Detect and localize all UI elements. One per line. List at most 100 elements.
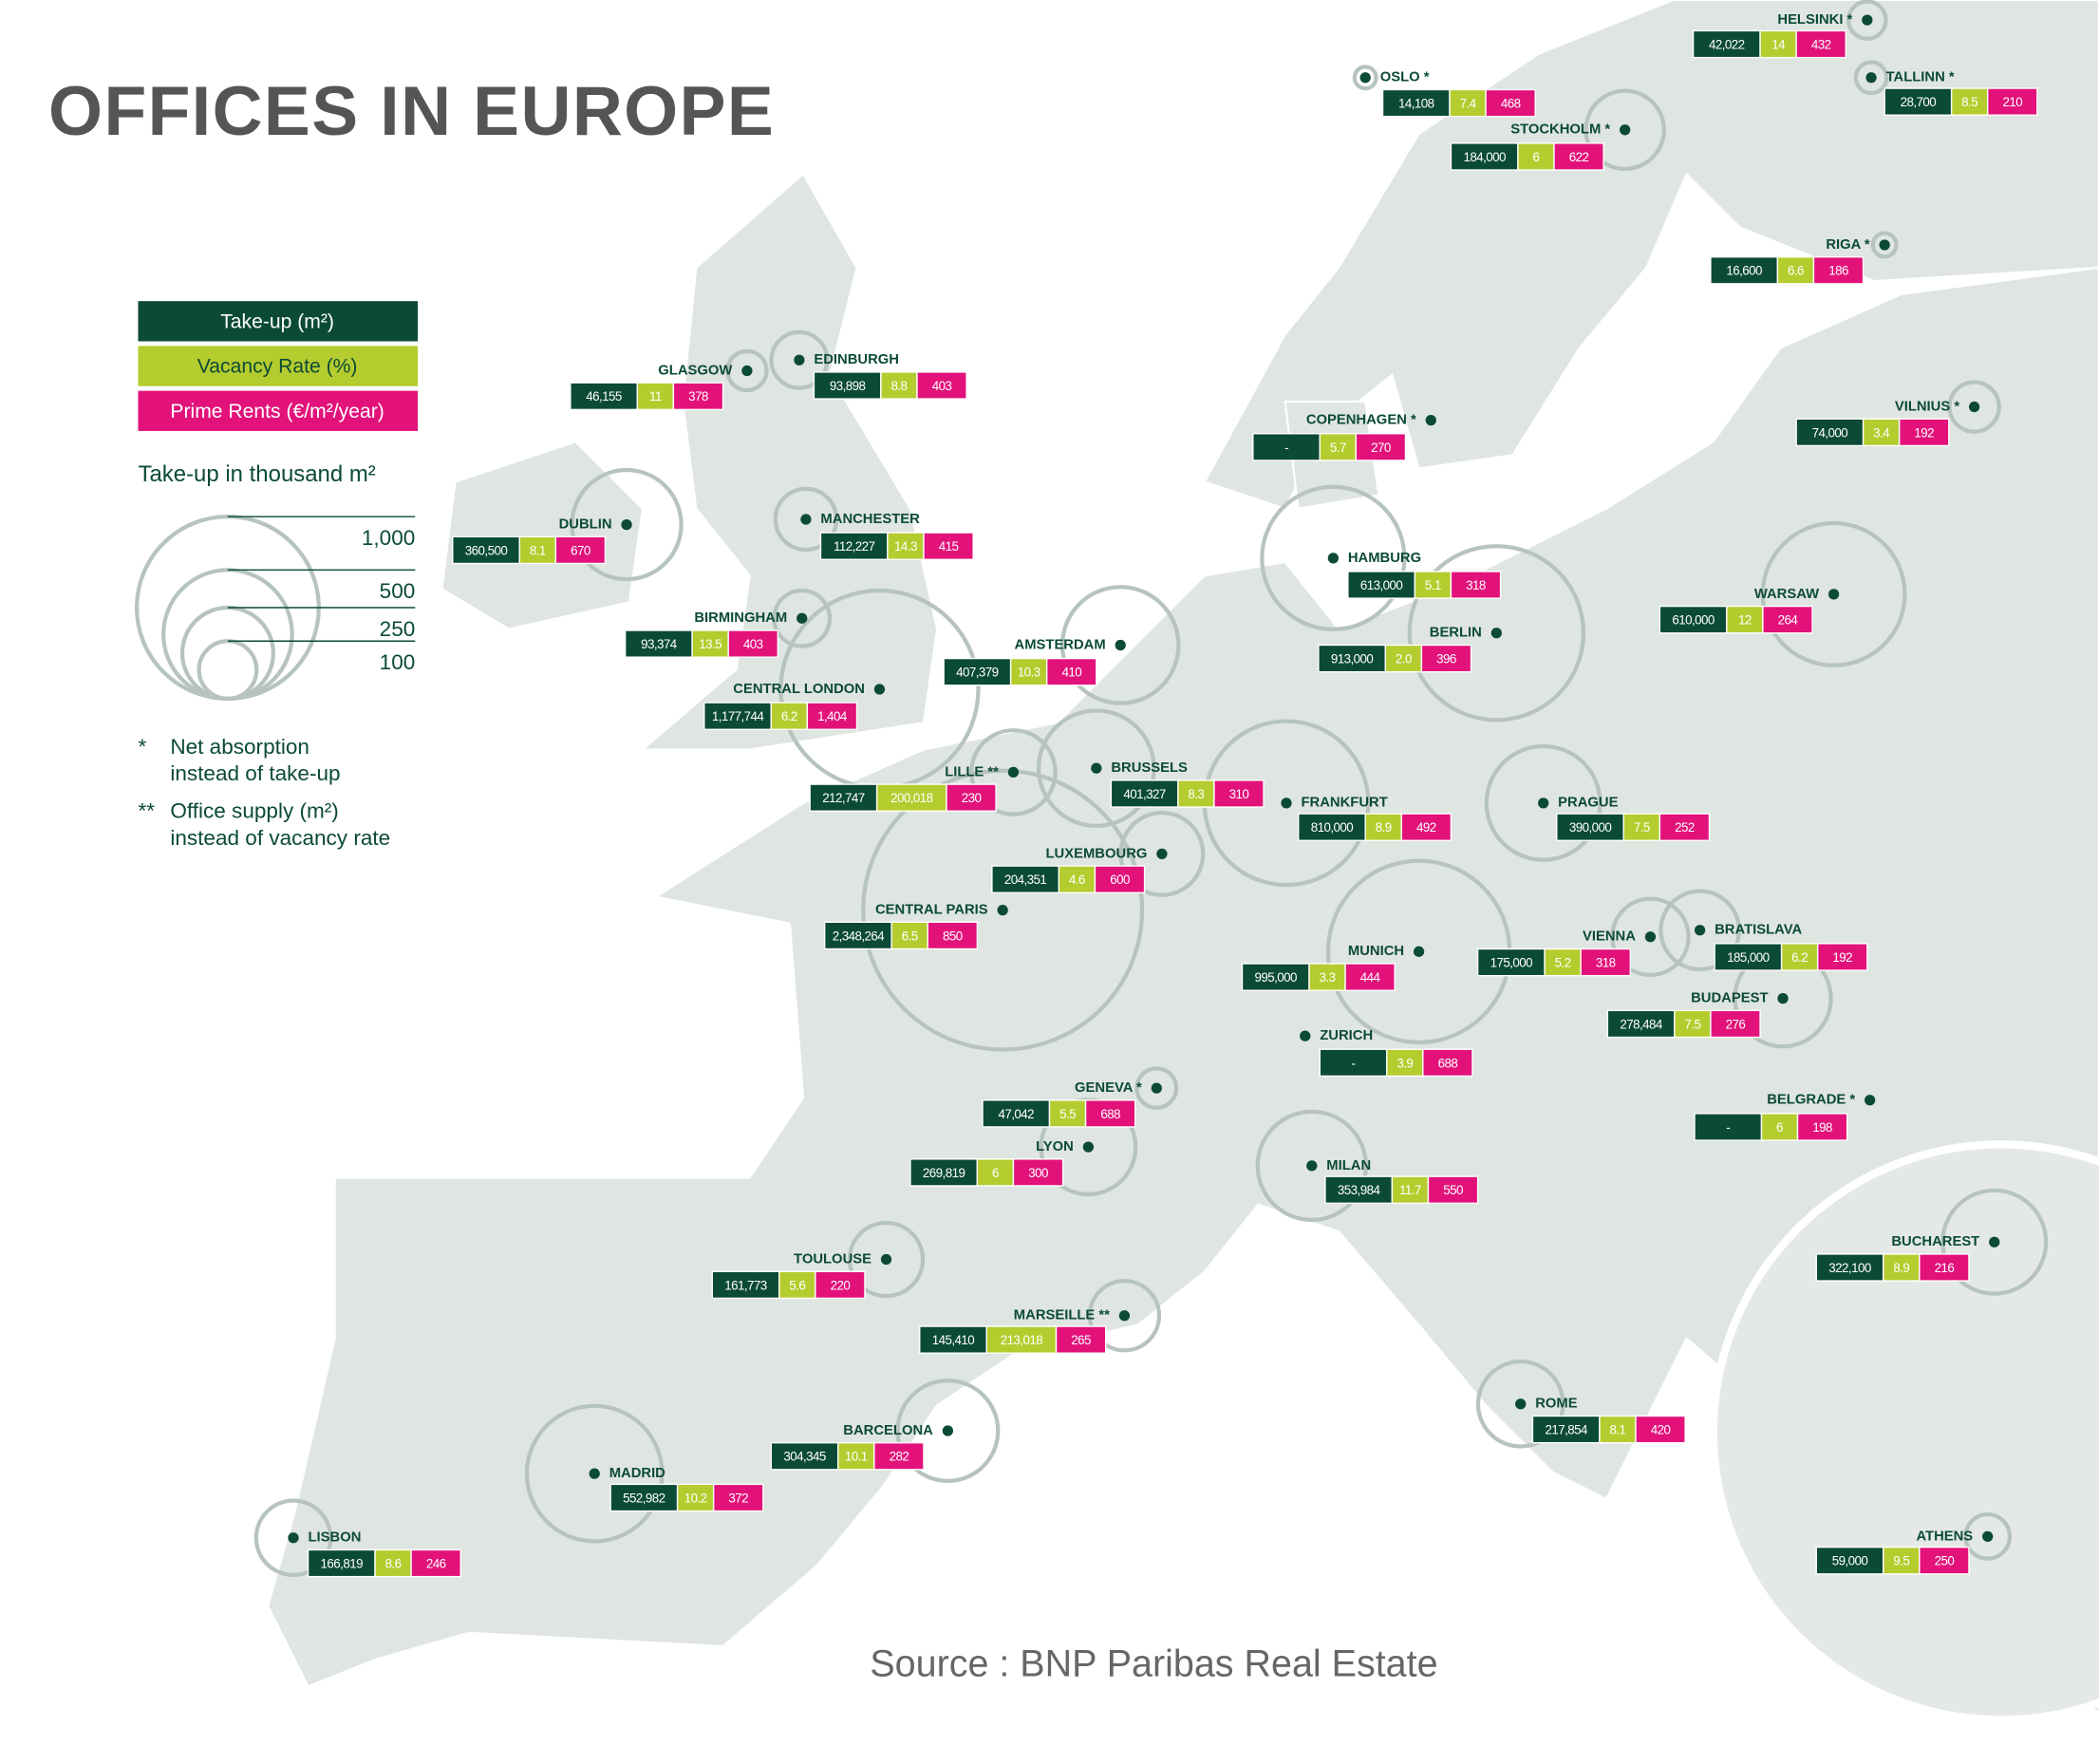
box-rent xyxy=(1919,1253,1970,1282)
city-name: ATHENS xyxy=(1916,1529,1973,1544)
value-rent: 265 xyxy=(1071,1333,1091,1347)
city-name: DUBLIN xyxy=(559,517,612,533)
box-take-up xyxy=(1795,418,1865,447)
city-name: OSLO * xyxy=(1380,70,1430,85)
value-vacancy: 9.5 xyxy=(1893,1554,1909,1568)
city-dot xyxy=(1620,124,1631,136)
inset-circle xyxy=(1709,1140,2099,1724)
city-name: COPENHAGEN * xyxy=(1306,413,1416,428)
value-vacancy: 8.1 xyxy=(530,543,546,557)
city-dot xyxy=(741,365,753,377)
note-text: Net absorption xyxy=(170,735,309,759)
legend-swatch xyxy=(138,390,419,431)
city-dot xyxy=(1281,798,1292,809)
value-vacancy: 6.2 xyxy=(1791,950,1808,965)
box-take-up xyxy=(1298,813,1366,842)
value-vacancy: 200,018 xyxy=(890,791,933,805)
box-rent xyxy=(1898,418,1950,447)
city-dot xyxy=(1151,1082,1162,1094)
box-rent xyxy=(1816,943,1868,971)
box-vacancy xyxy=(1544,948,1582,977)
value-take-up: 93,898 xyxy=(830,379,866,393)
box-take-up xyxy=(1714,943,1783,971)
city-dot xyxy=(1968,401,1980,413)
box-rent xyxy=(1045,657,1097,686)
city-name: MARSEILLE ** xyxy=(1014,1308,1110,1323)
value-vacancy: 5.6 xyxy=(789,1278,805,1292)
box-vacancy xyxy=(1517,142,1555,171)
city-name: HELSINKI * xyxy=(1777,12,1852,28)
city-name: BARCELONA xyxy=(843,1423,933,1438)
box-take-up xyxy=(982,1099,1051,1128)
value-rent: 688 xyxy=(1100,1107,1120,1121)
box-rent xyxy=(873,1441,925,1471)
box-take-up xyxy=(1324,1175,1394,1205)
value-rent: 310 xyxy=(1229,787,1249,801)
city-name: WARSAW xyxy=(1754,587,1819,602)
box-vacancy xyxy=(1862,418,1901,447)
value-take-up: 93,374 xyxy=(641,637,678,651)
box-rent xyxy=(815,1270,866,1300)
value-vacancy: 8.3 xyxy=(1188,787,1204,801)
value-take-up: 390,000 xyxy=(1569,820,1612,835)
great-britain xyxy=(640,172,939,751)
value-rent: 403 xyxy=(743,637,763,651)
box-rent xyxy=(1094,865,1146,893)
box-take-up xyxy=(1692,29,1761,59)
city-dot xyxy=(1156,848,1168,860)
ireland xyxy=(440,440,645,630)
take-up-bubble xyxy=(1659,889,1741,972)
box-take-up xyxy=(819,532,889,560)
box-take-up xyxy=(1556,813,1624,842)
box-vacancy xyxy=(1883,1253,1921,1282)
take-up-bubble xyxy=(570,467,684,582)
take-up-bubble xyxy=(1584,88,1666,171)
value-rent: 220 xyxy=(831,1278,851,1292)
value-vacancy: 2.0 xyxy=(1396,652,1412,666)
value-take-up: 360,500 xyxy=(465,543,508,557)
box-vacancy xyxy=(1599,1415,1637,1444)
box-rent xyxy=(1485,88,1536,118)
box-take-up xyxy=(1694,1113,1763,1141)
box-vacancy xyxy=(1319,433,1358,461)
take-up-bubble xyxy=(1255,1109,1368,1223)
scandinavia xyxy=(1203,0,2099,510)
take-up-bubble xyxy=(524,1403,665,1544)
value-rent: 410 xyxy=(1061,666,1081,680)
value-rent: 252 xyxy=(1675,820,1695,835)
box-take-up xyxy=(813,371,882,400)
city-name: EDINBURGH xyxy=(814,352,899,367)
note-text: instead of vacancy rate xyxy=(170,826,390,850)
value-vacancy: 8.9 xyxy=(1893,1261,1909,1275)
city-name: BELGRADE * xyxy=(1767,1093,1855,1108)
city-dot xyxy=(1490,628,1502,639)
box-take-up xyxy=(1815,1253,1884,1282)
value-rent: 468 xyxy=(1501,96,1521,110)
box-take-up xyxy=(1450,142,1519,171)
value-take-up: - xyxy=(1726,1120,1730,1135)
city-dot xyxy=(873,684,886,695)
city-dot xyxy=(1777,993,1789,1004)
city-name: ROME xyxy=(1535,1397,1578,1412)
legend: Take-up (m²) Vacancy Rate (%) Prime Rents … xyxy=(134,301,419,850)
city-name: FRANKFURT xyxy=(1302,796,1388,811)
value-rent: 192 xyxy=(1832,950,1852,965)
value-rent: 318 xyxy=(1466,578,1486,592)
city-dot xyxy=(1538,798,1549,809)
value-vacancy: 7.4 xyxy=(1460,96,1477,110)
box-rent xyxy=(1344,963,1396,991)
city-dot xyxy=(942,1425,954,1436)
value-vacancy: 5.1 xyxy=(1425,578,1441,592)
size-label: 1,000 xyxy=(362,526,415,550)
city-dot xyxy=(288,1532,299,1544)
box-rent xyxy=(1812,255,1865,285)
value-vacancy: 6 xyxy=(1532,150,1539,164)
value-vacancy: 6 xyxy=(1776,1120,1783,1135)
value-vacancy: 7.5 xyxy=(1684,1017,1700,1031)
box-rent xyxy=(1355,433,1407,461)
box-vacancy xyxy=(1883,1546,1921,1575)
value-vacancy: 6.5 xyxy=(902,929,918,943)
box-take-up xyxy=(1815,1546,1884,1575)
value-take-up: 47,042 xyxy=(998,1107,1034,1121)
